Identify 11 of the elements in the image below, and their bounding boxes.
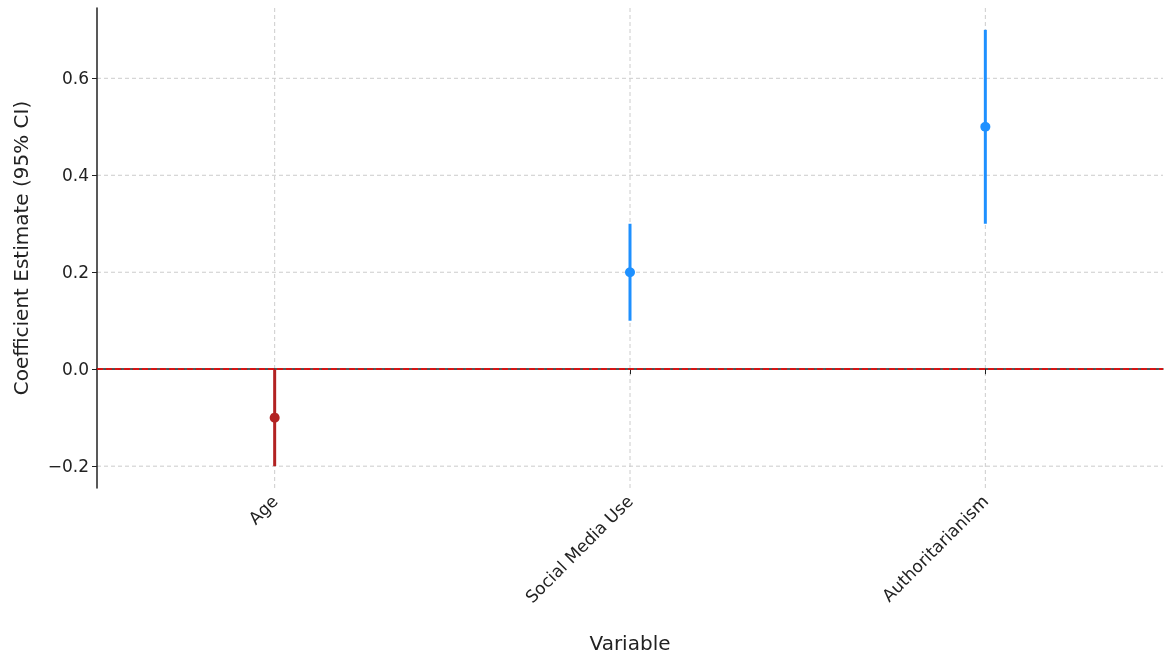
x-tick-label: Age	[244, 490, 282, 529]
point	[625, 267, 635, 278]
point	[980, 121, 991, 132]
point	[269, 412, 280, 423]
y-axis-title: Coefficient Estimate (95% CI)	[9, 100, 33, 396]
x-axis-title: Variable	[589, 631, 671, 655]
y-tick-label: −0.2	[47, 456, 89, 477]
y-tick-label: 0.2	[61, 262, 89, 283]
y-tick-label: 0.0	[61, 359, 89, 380]
y-tick-label: 0.4	[61, 165, 89, 186]
y-tick-label: 0.6	[61, 68, 89, 89]
